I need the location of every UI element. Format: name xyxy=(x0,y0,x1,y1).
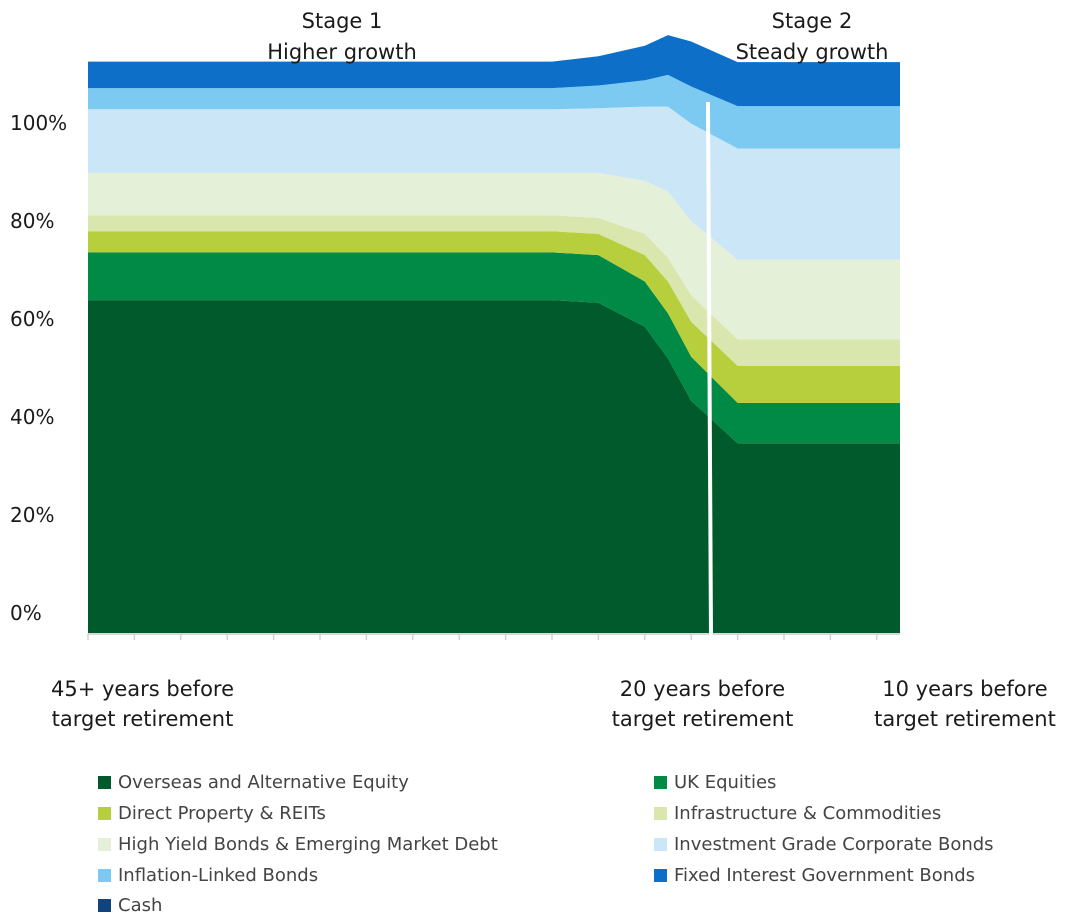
stage-1-subtitle: Higher growth xyxy=(267,40,417,64)
legend-swatch xyxy=(654,775,667,789)
x-label-start: 45+ years before target retirement xyxy=(30,674,255,734)
legend-swatch xyxy=(654,868,667,882)
legend-label: Infrastructure & Commodities xyxy=(674,802,942,824)
area-inflation-linked-bonds xyxy=(88,74,900,149)
x-label-end-line1: 10 years before xyxy=(882,677,1048,701)
legend-label: High Yield Bonds & Emerging Market Debt xyxy=(118,833,498,855)
area-overseas-and-alternative-equity xyxy=(88,300,900,634)
stage-divider xyxy=(706,101,713,639)
stage-2-subtitle: Steady growth xyxy=(735,40,889,64)
legend-swatch xyxy=(98,837,111,851)
x-label-mid-line1: 20 years before xyxy=(619,677,786,701)
area-infrastructure-commodities xyxy=(88,215,900,366)
area-layer xyxy=(88,35,900,634)
x-label-start-line2: target retirement xyxy=(51,707,234,731)
stage-2-title: Stage 2 xyxy=(771,9,853,33)
legend-swatch xyxy=(98,898,111,912)
area-investment-grade-corporate-bonds xyxy=(88,106,900,260)
legend-item-investment-grade: Investment Grade Corporate Bonds xyxy=(654,832,994,856)
x-label-end-line2: target retirement xyxy=(874,707,1056,731)
legend-swatch xyxy=(654,806,667,820)
legend-label: Cash xyxy=(118,894,163,916)
legend-item-fixed-interest: Fixed Interest Government Bonds xyxy=(654,863,975,887)
x-label-mid: 20 years before target retirement xyxy=(590,674,815,734)
legend-swatch xyxy=(98,868,111,882)
area-direct-property-reits xyxy=(88,231,900,403)
x-label-end: 10 years before target retirement xyxy=(860,674,1070,734)
legend-label: Investment Grade Corporate Bonds xyxy=(674,833,994,855)
y-tick-label: 40% xyxy=(10,405,54,429)
legend-item-inflation-linked: Inflation-Linked Bonds xyxy=(98,863,318,887)
legend-label: Inflation-Linked Bonds xyxy=(118,864,319,886)
legend-item-uk-equities: UK Equities xyxy=(654,770,776,794)
y-tick-label: 20% xyxy=(10,503,54,527)
area-fixed-interest-government-bonds xyxy=(88,35,900,107)
legend-label: Fixed Interest Government Bonds xyxy=(674,864,975,886)
stage-2-label: Stage 2 Steady growth xyxy=(702,6,922,68)
y-tick-label: 60% xyxy=(10,307,54,331)
x-label-mid-line2: target retirement xyxy=(611,707,794,731)
area-uk-equities xyxy=(88,252,900,444)
legend-swatch xyxy=(654,837,667,851)
x-axis xyxy=(87,633,900,640)
legend-label: Overseas and Alternative Equity xyxy=(118,771,409,793)
legend-item-cash: Cash xyxy=(98,893,162,917)
legend-item-infrastructure: Infrastructure & Commodities xyxy=(654,801,941,825)
stacked-area-chart: 0% 20% 40% 60% 80% 100% xyxy=(10,35,900,640)
area-high-yield-bonds-emerging-market-debt xyxy=(88,172,900,340)
y-axis: 0% 20% 40% 60% 80% 100% xyxy=(10,111,67,625)
legend-item-direct-property: Direct Property & REITs xyxy=(98,801,326,825)
stage-1-label: Stage 1 Higher growth xyxy=(222,6,462,68)
legend-swatch xyxy=(98,775,111,789)
legend-label: Direct Property & REITs xyxy=(118,802,326,824)
y-tick-label: 80% xyxy=(10,209,54,233)
y-tick-label: 0% xyxy=(10,601,42,625)
stage-1-title: Stage 1 xyxy=(301,9,383,33)
legend-item-high-yield: High Yield Bonds & Emerging Market Debt xyxy=(98,832,498,856)
x-label-start-line1: 45+ years before xyxy=(50,677,235,701)
legend-item-overseas-equity: Overseas and Alternative Equity xyxy=(98,770,409,794)
legend-swatch xyxy=(98,806,111,820)
legend-label: UK Equities xyxy=(674,771,777,793)
y-tick-label: 100% xyxy=(10,111,67,135)
